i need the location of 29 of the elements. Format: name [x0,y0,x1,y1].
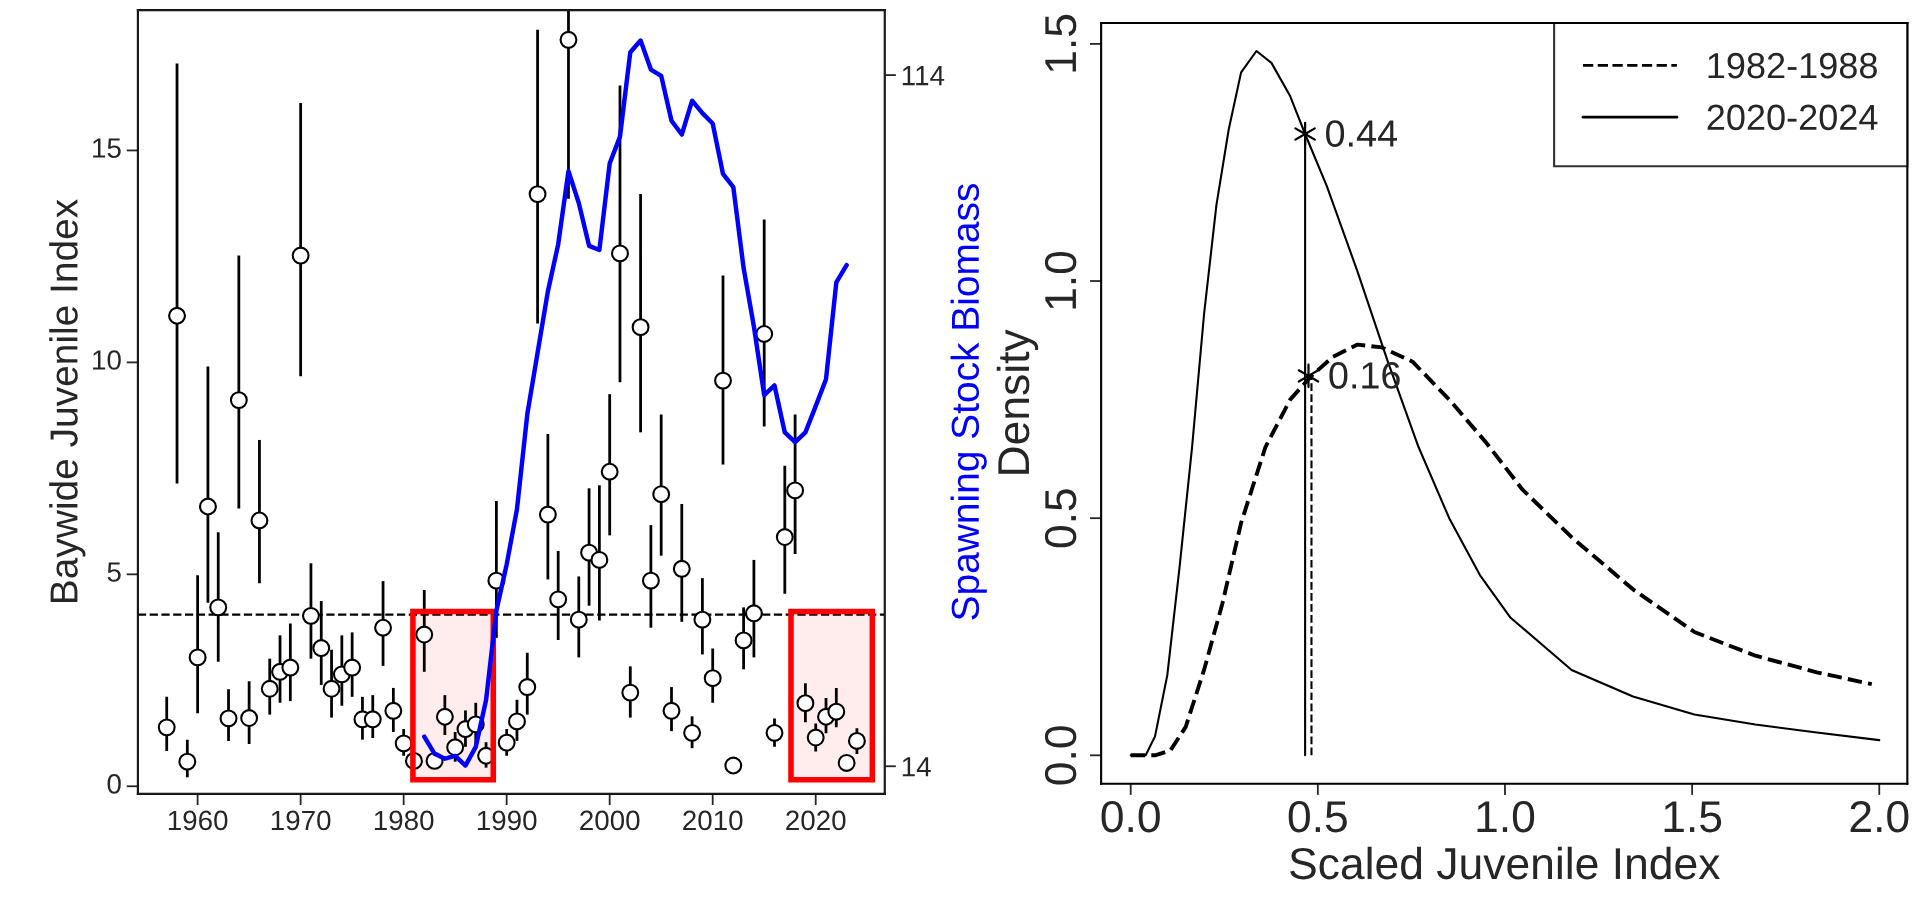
legend-label: 2020-2024 [1707,104,1878,131]
x-tick-label: 0.5 [1288,800,1347,833]
y2-axis-title: Spawning Stock Biomass [950,184,987,620]
x-tick-label: 2000 [580,810,640,831]
y-tick-label: 10 [93,350,121,370]
x-tick-label: 1.5 [1664,801,1722,833]
x-tick-label: 1990 [477,810,537,831]
x-axis-title: Scaled Juvenile Index [1290,846,1720,880]
y-axis-title: Baywide Juvenile Index [49,199,86,603]
x-tick-label: 2.0 [1850,800,1909,833]
x-tick-label: 0.0 [1101,800,1160,833]
x-tick-label: 1.0 [1477,800,1535,833]
y-tick-label: 1.5 [1045,14,1077,72]
y-tick-label: 5 [107,562,121,582]
y2-tick-label: 114 [902,66,945,86]
x-tick-label: 1960 [168,810,228,831]
y-tick-label: 0 [107,774,121,794]
annotation: 0.44 [1326,120,1397,147]
legend-label: 1982-1988 [1708,52,1877,79]
x-tick-label: 1980 [374,810,434,831]
x-tick-label: 2010 [683,810,743,831]
y-axis-title: Density [996,329,1039,474]
y2-tick-label: 14 [902,757,931,777]
y-tick-label: 0.5 [1044,489,1077,548]
x-tick-label: 1970 [271,810,331,831]
y-tick-label: 1.0 [1044,251,1077,309]
x-tick-label: 2020 [786,810,846,831]
y-tick-label: 15 [93,138,121,158]
y-tick-label: 0.0 [1044,726,1077,785]
